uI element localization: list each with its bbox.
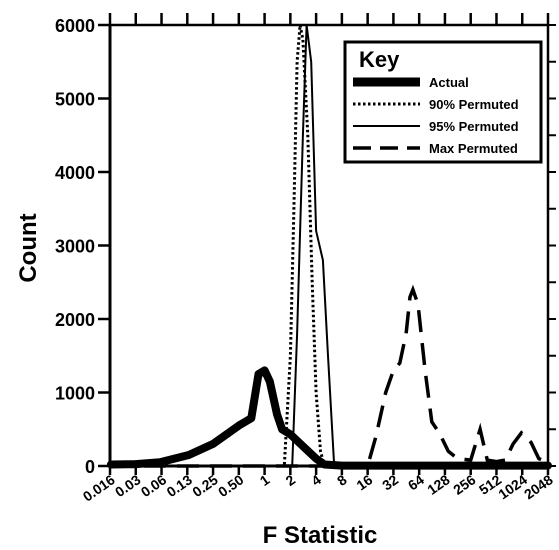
series-line-95-permuted — [110, 24, 548, 467]
x-tick-label: 8 — [334, 471, 350, 489]
legend-label: 90% Permuted — [429, 97, 519, 112]
series-line-actual — [106, 366, 552, 470]
series-line-90-permuted — [110, 24, 548, 468]
plot-area — [106, 24, 552, 470]
x-tick-label: 32 — [379, 471, 401, 493]
legend-label: Max Permuted — [429, 141, 518, 156]
x-axis-label: F Statistic — [263, 522, 378, 549]
y-axis-label: Count — [15, 213, 42, 282]
x-tick-label: 256 — [450, 471, 478, 498]
y-tick-label: 5000 — [55, 90, 95, 110]
x-tick-label: 2048 — [521, 471, 556, 502]
x-tick-label: 2 — [283, 471, 299, 489]
x-tick-label: 1 — [257, 471, 273, 489]
legend-box — [343, 40, 543, 164]
x-tick-label: 128 — [424, 471, 452, 498]
y-tick-label: 3000 — [55, 237, 95, 257]
legend-label: 95% Permuted — [429, 119, 519, 134]
y-tick-label: 6000 — [55, 16, 95, 36]
legend: Key Actual 90% Permuted 95% Permuted Max Per… — [343, 40, 543, 164]
y-tick-label: 2000 — [55, 310, 95, 330]
x-tick-label: 64 — [405, 471, 427, 493]
y-tick-label: 1000 — [55, 384, 95, 404]
series-line-max-permuted — [110, 284, 549, 468]
x-tick-label: 4 — [308, 471, 324, 489]
y-tick-label: 0 — [85, 457, 95, 477]
y-tick-label: 4000 — [55, 163, 95, 183]
legend-label: Actual — [429, 75, 469, 90]
legend-title: Key — [359, 47, 400, 72]
x-tick-label: 0.50 — [215, 471, 247, 500]
x-tick-label: 16 — [353, 471, 375, 493]
